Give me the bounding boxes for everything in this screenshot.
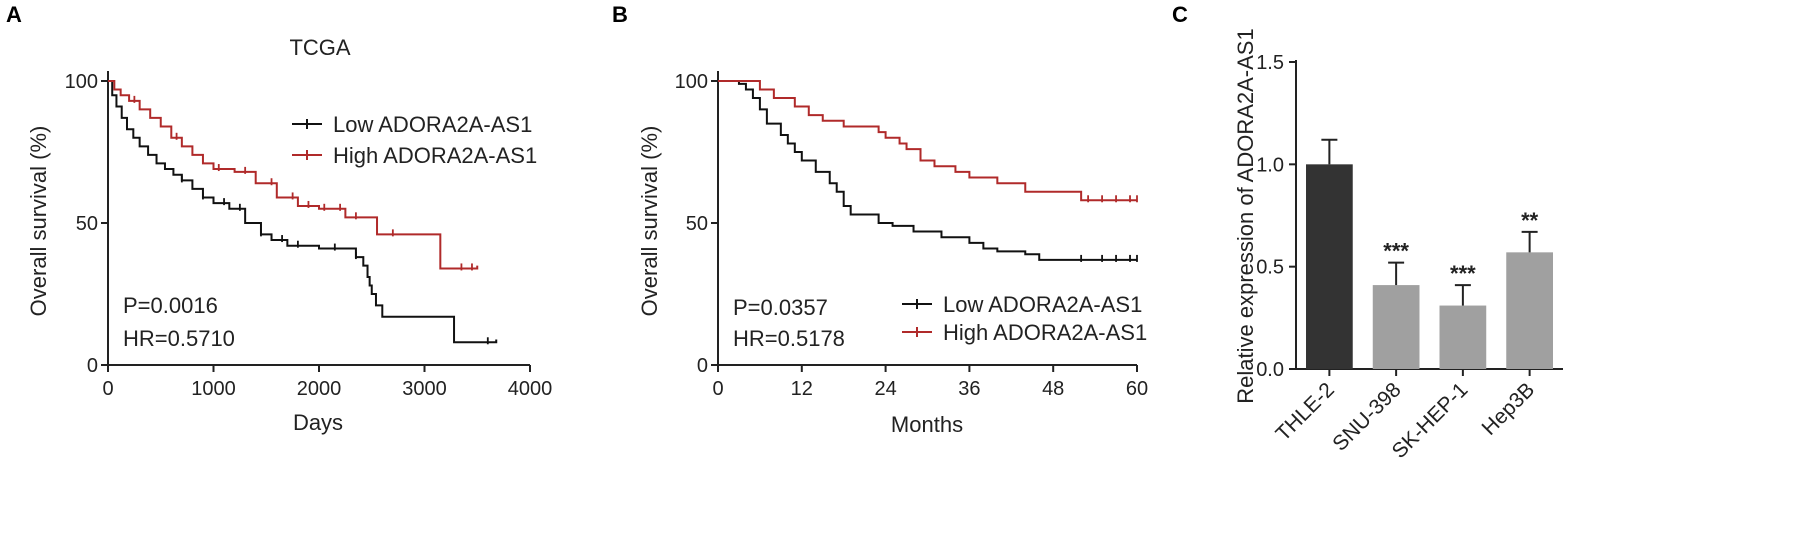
- panel-a-x-tick-label: 3000: [402, 378, 447, 400]
- legend-item-low: Low ADORA2A-AS1: [292, 112, 532, 137]
- panel-c-category-label: THLE-2: [1271, 378, 1338, 445]
- panel-a-x-tick-label: 4000: [508, 378, 553, 400]
- panel-b-y-axis-title: Overall survival (%): [637, 126, 662, 317]
- panel-c: C Relative expression of ADORA2A-AS1 0.0…: [1172, 2, 1563, 463]
- panel-c-y-axis-title: Relative expression of ADORA2A-AS1: [1233, 28, 1258, 403]
- panel-a-y-tick-label: 100: [65, 71, 98, 93]
- panel-a-x-tick-label: 0: [102, 378, 113, 400]
- legend-item-high: High ADORA2A-AS1: [902, 320, 1147, 345]
- panel-a: A TCGA Low ADORA2A-AS1 High ADORA2A-AS1 …: [6, 2, 552, 435]
- panel-b-x-tick-label: 0: [712, 378, 723, 400]
- panel-a-legend: Low ADORA2A-AS1 High ADORA2A-AS1: [292, 112, 537, 168]
- panel-a-y-tick-label: 0: [87, 355, 98, 377]
- panel-c-y-tick-label: 0.0: [1256, 359, 1284, 381]
- panel-b-y-tick-label: 50: [686, 213, 708, 235]
- panel-a-letter: A: [6, 2, 22, 27]
- panel-a-x-axis-title: Days: [293, 410, 343, 435]
- panel-c-y-tick-label: 1.0: [1256, 154, 1284, 176]
- legend-label-low: Low ADORA2A-AS1: [943, 292, 1142, 317]
- panel-a-survival-curve-low: [108, 80, 498, 344]
- panel-b-x-tick-label: 36: [958, 378, 980, 400]
- panel-b-legend: Low ADORA2A-AS1 High ADORA2A-AS1: [902, 292, 1147, 345]
- panel-c-bar: [1306, 164, 1353, 369]
- panel-a-x-tick-label: 1000: [191, 378, 236, 400]
- panel-a-x-tick-label: 2000: [297, 378, 342, 400]
- legend-item-high: High ADORA2A-AS1: [292, 143, 537, 168]
- legend-label-low: Low ADORA2A-AS1: [333, 112, 532, 137]
- panel-b-p-value: P=0.0357: [733, 295, 828, 320]
- panel-b-survival-curve-high: [718, 80, 1137, 202]
- panel-b-x-tick-label: 60: [1126, 378, 1148, 400]
- legend-label-high: High ADORA2A-AS1: [943, 320, 1147, 345]
- panel-a-p-value: P=0.0016: [123, 293, 218, 318]
- panel-c-significance-label: ***: [1450, 261, 1476, 286]
- panel-b-y-tick-label: 100: [675, 71, 708, 93]
- panel-c-letter: C: [1172, 2, 1188, 27]
- panel-c-bar: [1439, 305, 1487, 369]
- panel-b-survival-curve-low: [718, 80, 1137, 261]
- panel-b-hazard-ratio: HR=0.5178: [733, 326, 845, 351]
- panel-b-x-tick-label: 48: [1042, 378, 1064, 400]
- panel-b-x-tick-label: 24: [874, 378, 896, 400]
- panel-a-title: TCGA: [289, 35, 350, 60]
- panel-b-letter: B: [612, 2, 628, 27]
- panel-a-y-axis-title: Overall survival (%): [26, 126, 51, 317]
- panel-b: B Low ADORA2A-AS1 High ADORA2A-AS1 P=0.0…: [612, 2, 1148, 437]
- panel-a-survival-curve-high: [108, 80, 479, 270]
- panel-c-bar: [1372, 285, 1420, 369]
- panel-c-significance-label: ***: [1383, 239, 1409, 264]
- legend-label-high: High ADORA2A-AS1: [333, 143, 537, 168]
- panel-b-x-tick-label: 12: [791, 378, 813, 400]
- panel-c-bar: [1506, 252, 1553, 369]
- panel-c-significance-label: **: [1521, 208, 1539, 233]
- panel-c-y-tick-label: 1.5: [1256, 52, 1284, 74]
- panel-b-y-tick-label: 0: [697, 355, 708, 377]
- legend-item-low: Low ADORA2A-AS1: [902, 292, 1142, 317]
- panel-b-x-axis-title: Months: [891, 412, 963, 437]
- panel-a-hazard-ratio: HR=0.5710: [123, 326, 235, 351]
- panel-c-category-label: Hep3B: [1477, 378, 1539, 440]
- panel-c-y-tick-label: 0.5: [1256, 257, 1284, 279]
- panel-a-y-tick-label: 50: [76, 213, 98, 235]
